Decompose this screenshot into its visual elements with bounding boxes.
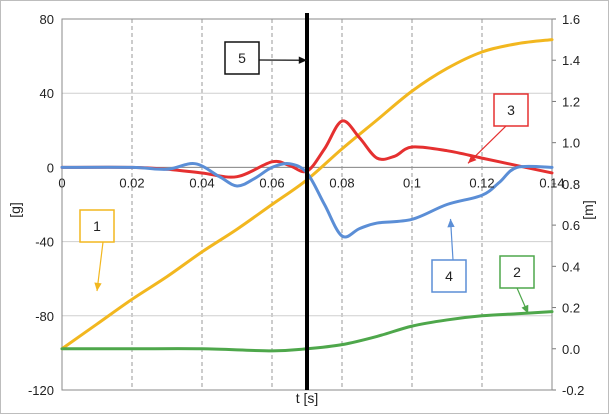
tick-labels: 0 0.02 0.04 0.06 0.08 0.1 0.12 0.1480400-40-80-…: [28, 12, 584, 398]
x-tick-label: 0.14: [539, 175, 564, 190]
y-right-tick-label: 1.0: [562, 136, 580, 151]
y-left-tick-label: -80: [35, 309, 54, 324]
y-right-tick-label: 0.8: [562, 177, 580, 192]
y-right-tick-label: 0.4: [562, 259, 580, 274]
x-tick-label: 0.1: [403, 175, 421, 190]
y-left-tick-label: 80: [40, 12, 54, 27]
x-tick-label: 0.02: [119, 175, 144, 190]
x-tick-label: 0: [58, 175, 65, 190]
y-right-tick-label: 1.4: [562, 53, 580, 68]
x-tick-label: 0.06: [259, 175, 284, 190]
series-line-2: [60, 310, 554, 353]
x-tick-label: 0.12: [469, 175, 494, 190]
callout-arrowhead-2: [521, 304, 529, 314]
callout-box-1: [79, 209, 115, 243]
y-right-tick-label: -0.2: [562, 383, 584, 398]
callout-arrowhead-4: [447, 218, 455, 228]
y-right-tick-label: 0.2: [562, 301, 580, 316]
x-tick-label: 0.08: [329, 175, 354, 190]
y-axis-left-label: [g]: [7, 202, 23, 218]
callout-arrowhead-3: [468, 154, 477, 164]
y-right-tick-label: 1.6: [562, 12, 580, 27]
series-line-3: [60, 119, 554, 179]
y-left-tick-label: 40: [40, 86, 54, 101]
callout-leader-1: [96, 241, 104, 292]
callout-arrowhead-1: [94, 282, 102, 292]
callout-box-3: [493, 93, 529, 127]
series-line-4: [60, 161, 554, 239]
y-right-tick-label: 1.2: [562, 94, 580, 109]
callout-label-1: 1: [93, 218, 101, 234]
callout-leader-3: [467, 125, 507, 164]
callout-box-5: [224, 41, 260, 75]
y-left-tick-label: -40: [35, 235, 54, 250]
callouts-layer: 1 2 3 4 5: [79, 41, 535, 314]
y-right-tick-label: 0.6: [562, 218, 580, 233]
y-left-tick-label: 0: [47, 160, 54, 175]
y-axis-right-label: [m]: [580, 200, 596, 219]
x-tick-label: 0.04: [189, 175, 214, 190]
callout-label-3: 3: [507, 102, 515, 118]
callout-label-4: 4: [445, 268, 453, 284]
x-axis-label: t [s]: [296, 390, 319, 406]
callout-box-2: [499, 255, 535, 289]
callout-label-5: 5: [238, 50, 246, 66]
callout-label-2: 2: [513, 264, 521, 280]
callout-arrowhead-5: [298, 56, 307, 64]
callout-box-4: [431, 259, 467, 293]
y-right-tick-label: 0.0: [562, 342, 580, 357]
y-left-tick-label: -120: [28, 383, 54, 398]
